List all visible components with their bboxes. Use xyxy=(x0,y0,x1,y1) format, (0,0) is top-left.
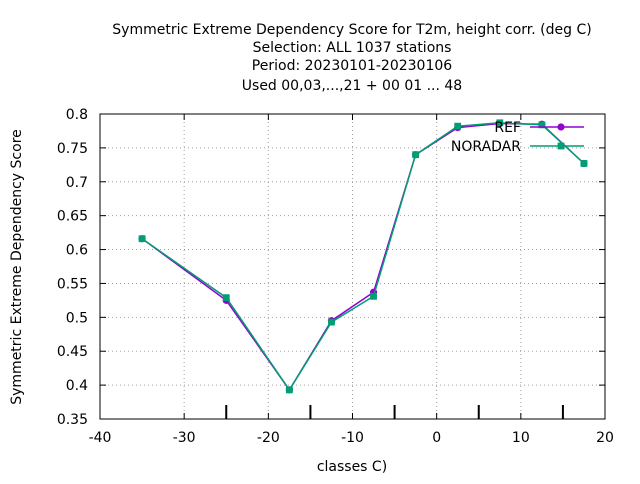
y-tick-label: 0.4 xyxy=(66,378,88,394)
title-line-3: Period: 20230101-20230106 xyxy=(252,58,452,74)
data-point-noradar xyxy=(138,235,146,243)
data-point-noradar xyxy=(496,119,504,127)
data-point-noradar xyxy=(412,151,420,159)
x-tick-label: 20 xyxy=(596,430,614,446)
y-tick-label: 0.75 xyxy=(57,141,88,157)
y-tick-label: 0.45 xyxy=(57,344,88,360)
x-tick-label: 10 xyxy=(512,430,530,446)
plot-frame xyxy=(99,113,606,420)
grid-lines xyxy=(100,114,605,419)
series-line-noradar xyxy=(141,122,585,392)
data-point-noradar xyxy=(285,386,293,394)
x-tick-label: 0 xyxy=(432,430,441,446)
y-tick-label: 0.5 xyxy=(66,310,88,326)
title-line-4: Used 00,03,...,21 + 00 01 ... 48 xyxy=(242,78,462,94)
legend: REF NORADAR xyxy=(451,120,584,155)
y-tick-label: 0.35 xyxy=(57,412,88,428)
legend-marker-ref xyxy=(557,123,565,131)
data-point-noradar xyxy=(580,160,588,167)
y-tick-label: 0.7 xyxy=(66,175,88,191)
x-axis-label: classes C) xyxy=(317,459,387,475)
data-point-noradar xyxy=(370,292,377,300)
data-point-noradar xyxy=(454,122,462,130)
axis-ticks: 0.35 0.4 0.45 0.5 0.55 0.6 0.65 0.7 0.75 0.8 -40 -3… xyxy=(57,107,614,446)
title-line-1: Symmetric Extreme Dependency Score for T… xyxy=(112,22,591,38)
y-tick-label: 0.8 xyxy=(66,107,88,123)
minor-ticks xyxy=(225,405,564,419)
chart-title: Symmetric Extreme Dependency Score for T… xyxy=(112,22,591,94)
x-tick-label: -40 xyxy=(89,430,112,446)
y-tick-label: 0.6 xyxy=(66,243,88,259)
data-point-noradar xyxy=(222,294,230,302)
x-tick-label: -20 xyxy=(257,430,280,446)
y-axis-label: Symmetric Extreme Dependency Score xyxy=(9,129,25,405)
data-series xyxy=(138,119,588,394)
legend-marker-noradar xyxy=(557,142,565,150)
y-tick-label: 0.65 xyxy=(57,209,88,225)
data-point-noradar xyxy=(538,121,546,129)
title-line-2: Selection: ALL 1037 stations xyxy=(253,40,452,56)
legend-label-noradar: NORADAR xyxy=(451,139,521,155)
legend-label-ref: REF xyxy=(494,120,521,136)
y-tick-label: 0.55 xyxy=(57,276,88,292)
x-tick-label: -30 xyxy=(173,430,196,446)
x-tick-label: -10 xyxy=(341,430,364,446)
data-point-noradar xyxy=(328,318,335,326)
